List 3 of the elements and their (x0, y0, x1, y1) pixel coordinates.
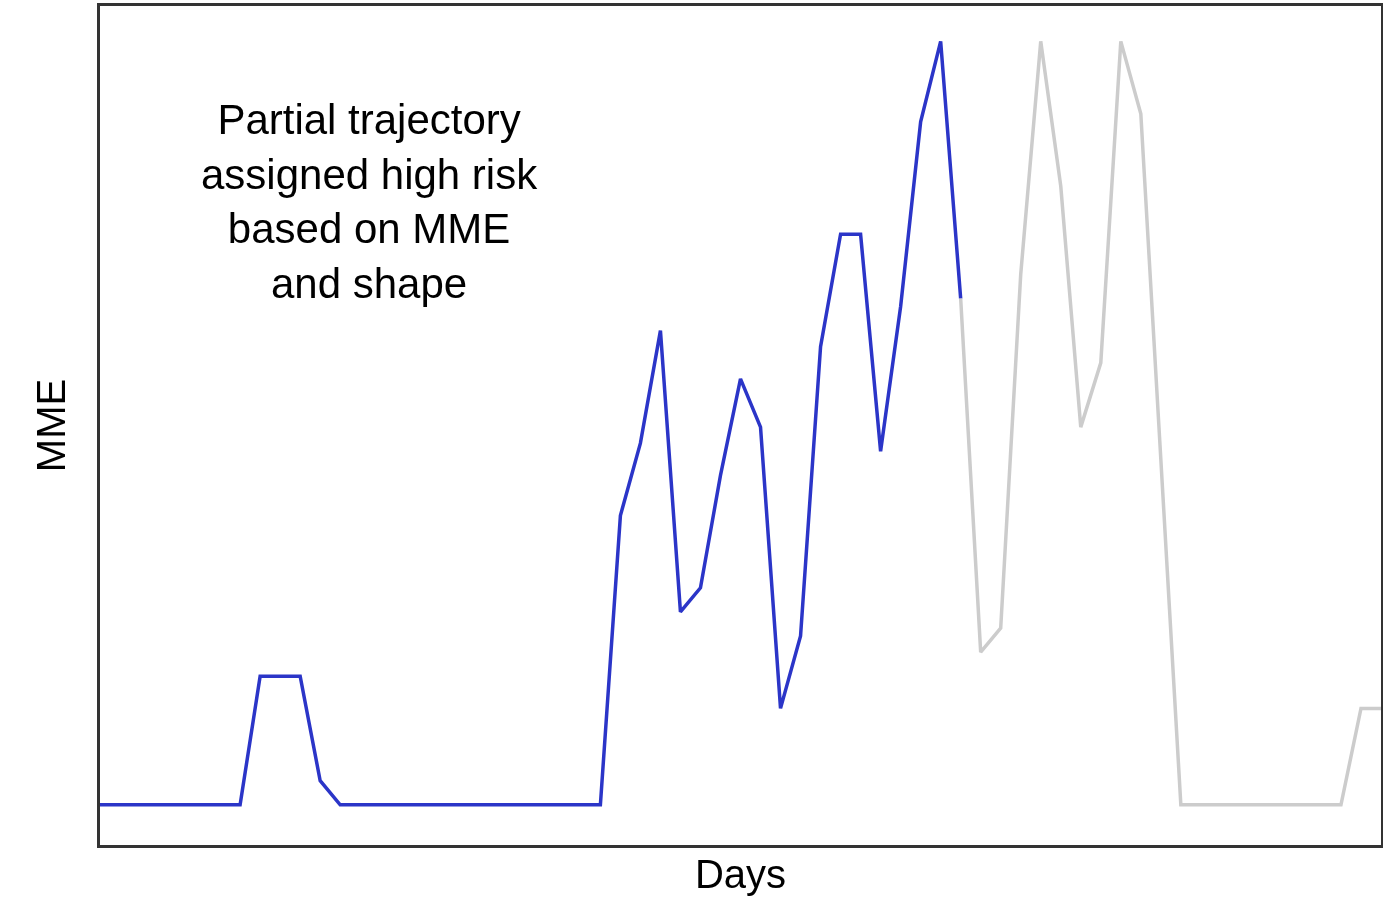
annotation: Partial trajectory assigned high risk based on MME and shape (201, 96, 539, 307)
y-axis-title: MME (28, 378, 73, 473)
x-axis-title: Days (694, 852, 787, 897)
